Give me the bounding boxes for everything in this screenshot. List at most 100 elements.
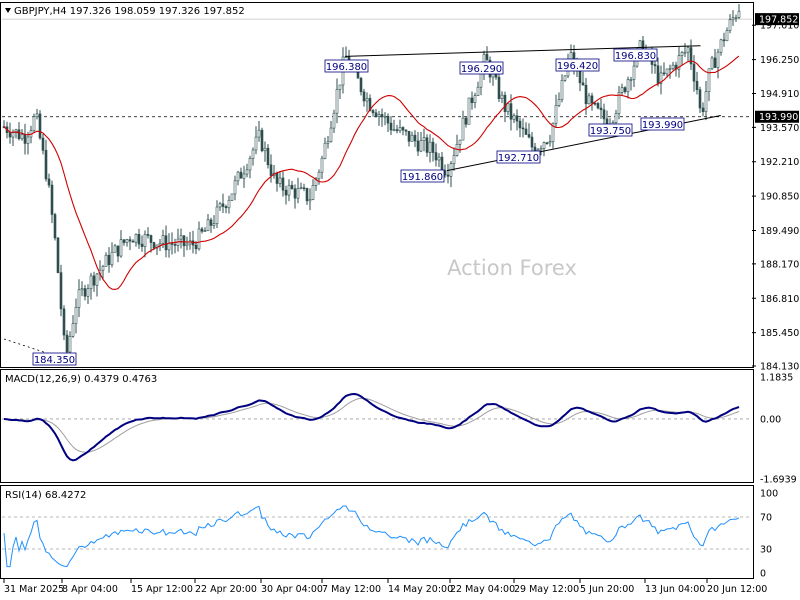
candle — [425, 134, 429, 157]
time-tick-label: 20 Jun 12:00 — [707, 584, 767, 595]
svg-text:197.852: 197.852 — [759, 15, 798, 26]
candle — [104, 252, 108, 267]
candle — [680, 50, 684, 66]
candle — [296, 177, 300, 204]
candle — [317, 169, 321, 185]
candle — [485, 46, 489, 61]
candle — [122, 239, 126, 246]
candle — [662, 62, 666, 76]
candle — [239, 167, 243, 179]
price-annotation[interactable]: 184.350 — [32, 352, 77, 366]
candle — [185, 236, 189, 251]
candle — [422, 128, 426, 152]
candle — [134, 233, 138, 247]
candle — [725, 27, 729, 42]
candle — [221, 193, 225, 213]
candle — [266, 144, 270, 169]
candle — [497, 69, 501, 103]
candle — [299, 182, 303, 190]
candle — [389, 116, 393, 135]
candle — [476, 81, 480, 97]
macd-tick-label: 0.00 — [760, 414, 781, 425]
candle — [374, 109, 378, 118]
candle — [716, 48, 720, 79]
annotation-label: 196.420 — [557, 61, 598, 72]
price-panel[interactable] — [0, 2, 754, 368]
candle — [38, 110, 42, 140]
candle — [77, 279, 81, 318]
candle — [254, 126, 258, 155]
candle — [329, 121, 333, 143]
candle — [671, 61, 675, 71]
candle — [32, 113, 36, 133]
candle — [83, 284, 87, 301]
candle — [392, 119, 396, 132]
price-annotation[interactable]: 196.830 — [613, 48, 658, 62]
candle — [284, 185, 288, 205]
candle — [107, 247, 111, 273]
collapse-triangle-icon[interactable] — [5, 8, 11, 13]
time-tick-label: 7 May 12:00 — [322, 584, 381, 595]
candle — [68, 331, 72, 355]
candle — [527, 123, 531, 139]
price-tick-label: 192.210 — [760, 157, 799, 168]
candle — [50, 180, 54, 224]
candle — [419, 131, 423, 153]
macd-line — [3, 392, 740, 462]
candle — [707, 68, 711, 102]
candle — [530, 132, 534, 152]
price-tick-label: 194.910 — [760, 89, 799, 100]
candle — [53, 212, 57, 241]
candle — [146, 227, 150, 239]
price-annotation[interactable]: 192.710 — [496, 150, 541, 164]
time-tick-label: 22 May 04:00 — [450, 584, 515, 595]
candle — [359, 76, 363, 96]
annotation-label: 191.860 — [402, 172, 443, 183]
price-annotation[interactable]: 193.750 — [588, 123, 633, 137]
candle — [563, 75, 567, 82]
candle — [119, 230, 123, 258]
candle — [617, 86, 621, 120]
candle — [278, 171, 282, 188]
price-tick-label: 193.570 — [760, 123, 799, 134]
reference-price-tag: 193.990 — [755, 110, 799, 123]
candle — [224, 204, 228, 214]
candle — [365, 92, 369, 112]
time-tick-label: 29 May 12:00 — [514, 584, 579, 595]
candle — [245, 163, 249, 178]
price-tick-label: 197.610 — [760, 21, 799, 32]
candle — [338, 84, 342, 100]
candle — [407, 130, 411, 147]
price-annotation[interactable]: 196.290 — [459, 61, 504, 75]
candle — [500, 91, 504, 104]
candle — [56, 236, 60, 274]
macd-panel[interactable] — [0, 369, 754, 483]
annotation-label: 196.830 — [615, 51, 656, 62]
candle — [548, 134, 552, 147]
price-annotation[interactable]: 196.420 — [555, 58, 600, 72]
candle — [44, 139, 48, 182]
candle — [731, 10, 735, 26]
candle — [269, 154, 273, 183]
candle — [377, 110, 381, 126]
candle — [683, 43, 687, 58]
price-annotation[interactable]: 191.860 — [400, 169, 445, 183]
candle — [737, 4, 741, 20]
candle — [722, 32, 726, 47]
candle — [173, 238, 177, 254]
time-tick-label: 13 Jun 04:00 — [645, 584, 705, 595]
price-annotation[interactable]: 193.990 — [640, 117, 685, 131]
candle — [92, 271, 96, 292]
trendline-upper[interactable] — [345, 45, 701, 57]
candle — [521, 118, 525, 138]
time-tick-label: 14 May 20:00 — [388, 584, 453, 595]
current-price-tag: 197.852 — [755, 13, 799, 26]
candle — [125, 238, 129, 247]
time-tick-label: 31 Mar 2025 — [4, 584, 64, 595]
candle — [602, 103, 606, 127]
candle — [290, 180, 294, 190]
price-annotation[interactable]: 196.380 — [324, 59, 369, 73]
candle — [212, 215, 216, 229]
candle — [101, 264, 105, 280]
